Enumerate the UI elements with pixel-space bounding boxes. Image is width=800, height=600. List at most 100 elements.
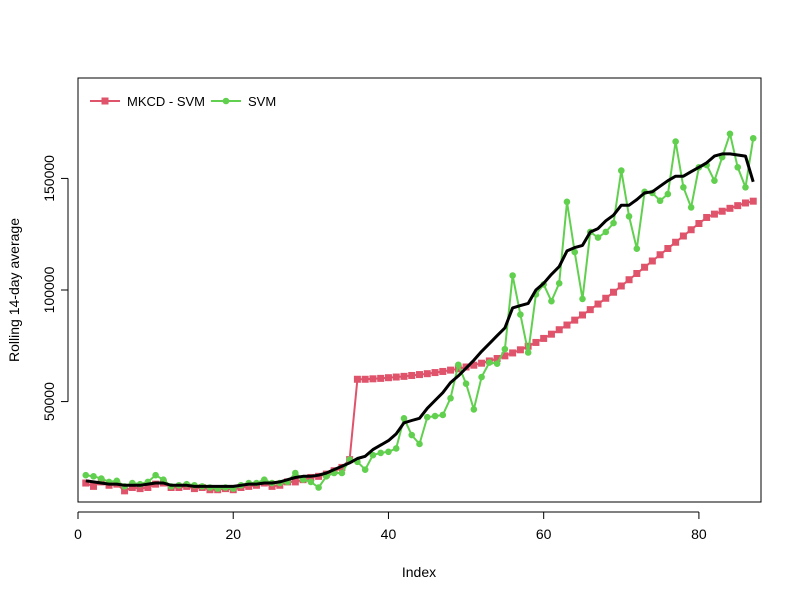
legend: MKCD - SVM SVM: [90, 94, 276, 109]
data-point: [416, 371, 423, 379]
data-point: [338, 469, 346, 477]
data-point: [260, 476, 268, 483]
data-point: [291, 478, 299, 486]
data-point: [578, 311, 586, 319]
data-point: [687, 204, 695, 211]
data-point: [245, 482, 253, 490]
legend-label: MKCD - SVM: [127, 94, 205, 109]
series-layer: [82, 130, 757, 495]
data-point: [617, 282, 625, 290]
data-point: [470, 361, 478, 369]
data-point: [501, 352, 509, 360]
data-point: [672, 238, 680, 246]
data-point: [741, 199, 749, 207]
data-point: [664, 244, 672, 252]
data-point: [392, 373, 400, 381]
data-point: [447, 366, 455, 374]
data-point: [610, 219, 617, 227]
data-point: [656, 251, 664, 259]
data-point: [547, 330, 555, 338]
data-point: [625, 213, 633, 220]
data-point: [680, 184, 687, 191]
data-point: [563, 198, 571, 206]
data-point: [524, 349, 532, 356]
data-point: [579, 295, 586, 303]
data-point: [625, 276, 633, 284]
data-point: [509, 272, 516, 279]
data-point: [439, 367, 447, 375]
data-point: [493, 355, 501, 363]
data-point: [602, 294, 610, 302]
data-point: [734, 202, 742, 210]
axis-layer: 0 20 40 60 80 50000 100000 150000: [41, 155, 707, 542]
x-tick-label: 60: [536, 526, 552, 542]
data-point: [687, 226, 695, 234]
data-point: [555, 280, 563, 287]
data-point: [113, 477, 121, 485]
legend-item: MKCD - SVM: [90, 94, 205, 109]
data-point: [478, 359, 486, 367]
data-point: [672, 138, 679, 145]
data-point: [307, 478, 315, 486]
data-point: [710, 210, 718, 218]
data-point: [90, 482, 98, 490]
data-point: [315, 484, 322, 491]
x-tick-label: 80: [691, 526, 707, 542]
data-point: [633, 269, 641, 277]
series-mkcd-svm: [82, 197, 757, 495]
x-tick-label: 40: [381, 526, 397, 542]
data-point: [384, 374, 392, 382]
data-point: [493, 360, 501, 367]
data-point: [408, 431, 416, 439]
data-point: [571, 248, 579, 256]
data-point: [656, 197, 664, 205]
series-reference: [85, 152, 755, 488]
series-svm: [82, 130, 757, 492]
y-tick-label: 150000: [41, 155, 57, 202]
data-point: [400, 372, 408, 380]
data-point: [516, 346, 524, 354]
data-point: [160, 476, 167, 483]
data-point: [695, 219, 703, 227]
data-point: [400, 415, 408, 422]
data-point: [486, 359, 493, 366]
data-point: [703, 213, 711, 221]
data-point: [361, 466, 369, 473]
data-point: [121, 487, 129, 495]
data-point: [742, 184, 749, 191]
data-point: [633, 245, 641, 253]
data-point: [610, 288, 618, 296]
data-point: [648, 257, 656, 265]
data-point: [392, 445, 400, 452]
series-line: [85, 132, 755, 490]
data-point: [97, 475, 105, 482]
data-point: [136, 485, 144, 493]
data-point: [478, 373, 485, 381]
data-point: [423, 413, 431, 421]
data-point: [749, 134, 757, 142]
data-point: [749, 197, 757, 205]
data-point: [439, 411, 447, 419]
data-point: [726, 130, 734, 138]
series-line: [85, 152, 755, 488]
x-axis-title: Index: [402, 564, 436, 580]
plot-box: [77, 77, 762, 503]
data-point: [377, 374, 385, 382]
legend-swatch-marker: [222, 97, 230, 105]
data-point: [586, 306, 594, 314]
data-point: [369, 375, 377, 383]
data-point: [90, 473, 97, 480]
data-point: [408, 371, 416, 379]
data-point: [353, 375, 361, 383]
y-tick-label: 50000: [41, 382, 57, 421]
data-point: [462, 380, 470, 388]
data-point: [470, 406, 478, 413]
data-point: [377, 449, 384, 457]
data-point: [711, 177, 718, 184]
data-point: [431, 412, 439, 420]
data-point: [423, 370, 431, 378]
data-point: [455, 361, 462, 369]
data-point: [268, 482, 276, 490]
data-point: [144, 483, 152, 491]
